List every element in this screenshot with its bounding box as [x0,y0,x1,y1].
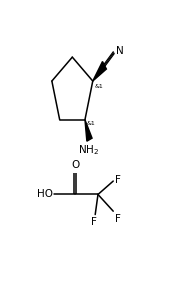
Text: HO: HO [37,189,53,200]
Text: &1: &1 [86,121,95,126]
Text: F: F [115,214,120,224]
Text: N: N [116,46,124,56]
Text: &1: &1 [94,84,103,89]
Text: F: F [91,218,97,227]
Polygon shape [93,61,107,81]
Text: NH$_2$: NH$_2$ [78,144,99,157]
Polygon shape [85,120,92,141]
Text: F: F [115,175,120,185]
Text: O: O [71,160,79,170]
